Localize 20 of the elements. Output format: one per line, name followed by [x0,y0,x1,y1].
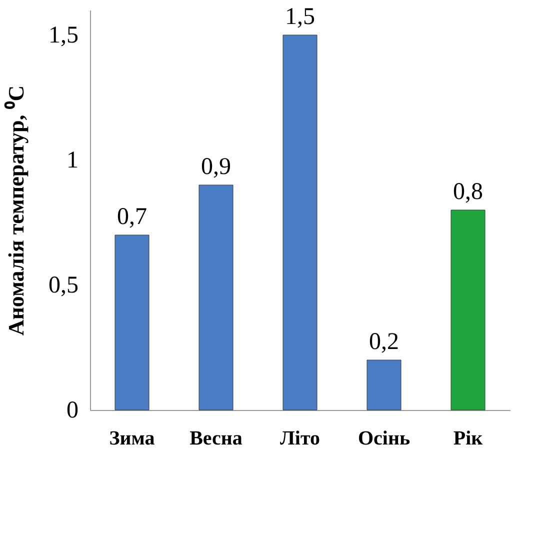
bar [282,34,318,410]
bar [450,210,486,410]
y-tick-label: 1,5 [48,22,78,48]
y-tick-label: 0 [66,398,78,424]
x-tick-label: Весна [190,428,242,450]
x-tick-label: Зима [109,428,155,450]
bar [114,234,150,410]
x-tick-label: Рік [453,428,484,450]
data-label: 0,7 [117,204,147,230]
data-label: 0,2 [369,329,399,355]
data-label: 0,9 [201,154,231,180]
y-tick-label: 1 [66,148,78,174]
bar [198,184,234,410]
x-tick-label: Осінь [358,428,410,450]
y-tick-label: 0,5 [48,272,78,298]
data-label: 1,5 [285,4,315,30]
bar [366,360,402,410]
y-axis-title: Аномалія температур, ⁰C [4,85,28,336]
data-label: 0,8 [453,179,483,205]
x-tick-label: Літо [280,428,320,450]
